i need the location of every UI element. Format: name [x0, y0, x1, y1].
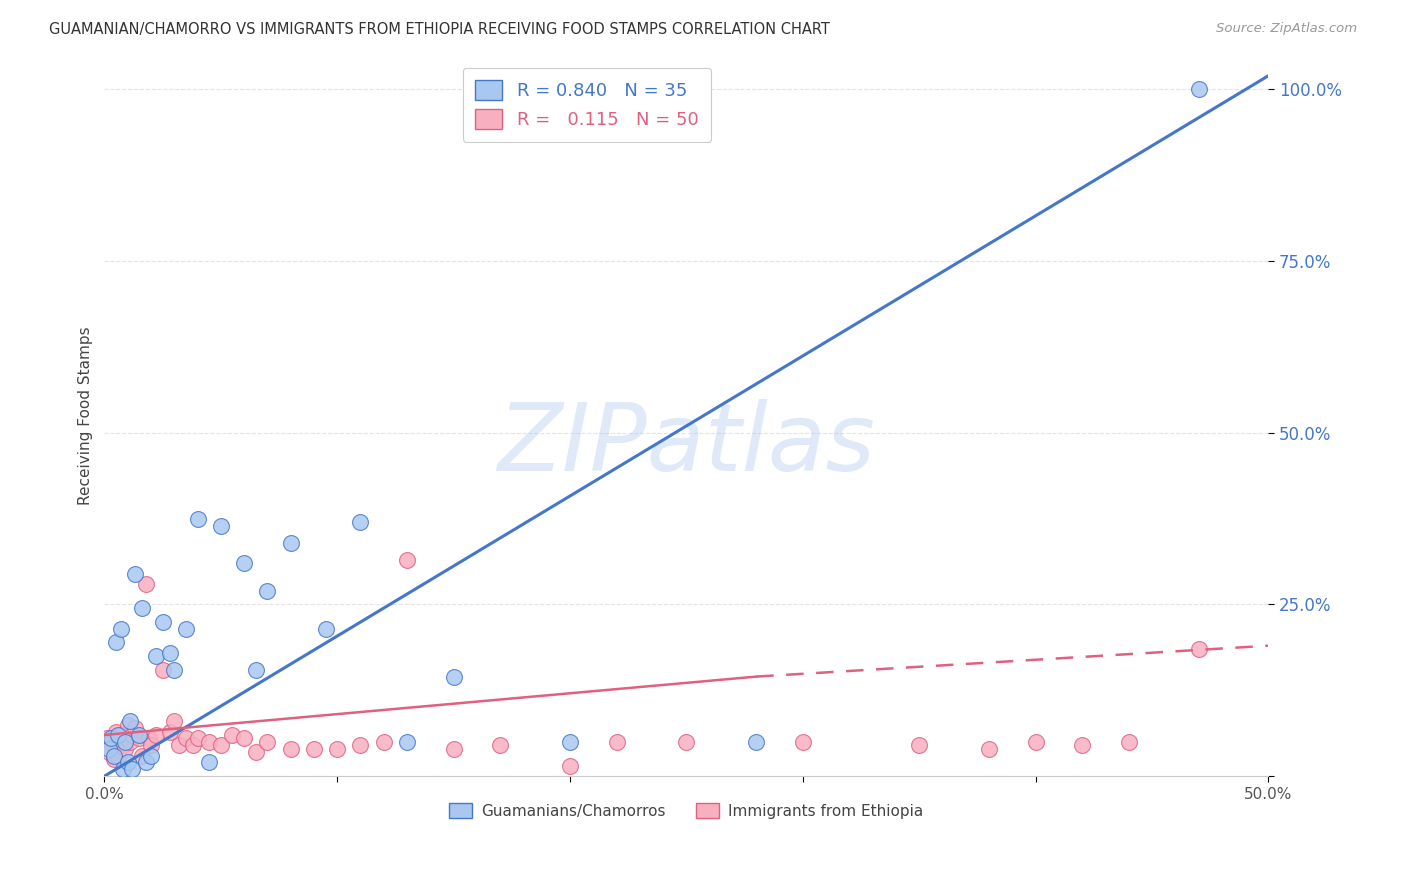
Point: [98, 741, 121, 756]
Point: [135, 577, 157, 591]
Point: [181, 739, 204, 753]
Point: [198, 756, 221, 770]
Point: [117, 717, 139, 731]
Point: [131, 748, 153, 763]
Point: [124, 721, 146, 735]
Point: [395, 735, 418, 749]
Point: [135, 756, 157, 770]
Point: [245, 663, 267, 677]
Point: [105, 724, 128, 739]
Point: [163, 663, 186, 677]
Point: [117, 756, 139, 770]
Point: [139, 748, 162, 763]
Point: [908, 739, 931, 753]
Point: [221, 728, 243, 742]
Point: [131, 601, 153, 615]
Point: [186, 511, 208, 525]
Point: [233, 731, 256, 746]
Legend: Guamanians/Chamorros, Immigrants from Ethiopia: Guamanians/Chamorros, Immigrants from Et…: [441, 796, 931, 826]
Point: [110, 622, 132, 636]
Point: [256, 583, 278, 598]
Point: [159, 724, 181, 739]
Point: [558, 735, 581, 749]
Y-axis label: Receiving Food Stamps: Receiving Food Stamps: [79, 326, 93, 505]
Point: [186, 731, 208, 746]
Point: [977, 741, 1000, 756]
Point: [558, 759, 581, 773]
Point: [1187, 82, 1209, 96]
Point: [159, 646, 181, 660]
Point: [138, 731, 160, 746]
Point: [107, 748, 129, 763]
Point: [1071, 739, 1094, 753]
Point: [110, 728, 132, 742]
Text: Source: ZipAtlas.com: Source: ZipAtlas.com: [1216, 22, 1357, 36]
Point: [111, 762, 134, 776]
Point: [100, 735, 122, 749]
Point: [209, 518, 232, 533]
Point: [174, 622, 197, 636]
Point: [198, 735, 221, 749]
Point: [105, 635, 128, 649]
Point: [139, 739, 162, 753]
Point: [121, 762, 143, 776]
Point: [118, 735, 141, 749]
Point: [245, 745, 267, 759]
Point: [118, 714, 141, 729]
Point: [174, 731, 197, 746]
Point: [1187, 642, 1209, 657]
Point: [111, 739, 134, 753]
Point: [163, 714, 186, 729]
Point: [128, 728, 150, 742]
Point: [792, 735, 814, 749]
Point: [103, 752, 125, 766]
Point: [107, 728, 129, 742]
Point: [745, 735, 768, 749]
Point: [280, 741, 302, 756]
Text: ZIPatlas: ZIPatlas: [498, 399, 876, 490]
Point: [124, 566, 146, 581]
Point: [114, 735, 136, 749]
Point: [100, 731, 122, 746]
Point: [675, 735, 697, 749]
Point: [145, 728, 167, 742]
Point: [443, 670, 465, 684]
Point: [256, 735, 278, 749]
Point: [96, 731, 118, 746]
Point: [145, 648, 167, 663]
Point: [167, 739, 190, 753]
Point: [1118, 735, 1140, 749]
Point: [152, 615, 174, 629]
Point: [443, 741, 465, 756]
Point: [121, 728, 143, 742]
Point: [209, 739, 232, 753]
Text: GUAMANIAN/CHAMORRO VS IMMIGRANTS FROM ETHIOPIA RECEIVING FOOD STAMPS CORRELATION: GUAMANIAN/CHAMORRO VS IMMIGRANTS FROM ET…: [49, 22, 830, 37]
Point: [98, 745, 121, 759]
Point: [114, 741, 136, 756]
Point: [302, 741, 325, 756]
Point: [103, 748, 125, 763]
Point: [1025, 735, 1047, 749]
Point: [606, 735, 628, 749]
Point: [349, 739, 371, 753]
Point: [128, 731, 150, 746]
Point: [152, 663, 174, 677]
Point: [315, 622, 337, 636]
Point: [280, 535, 302, 549]
Point: [349, 515, 371, 529]
Point: [373, 735, 395, 749]
Point: [233, 556, 256, 570]
Point: [395, 553, 418, 567]
Point: [326, 741, 349, 756]
Point: [489, 739, 512, 753]
